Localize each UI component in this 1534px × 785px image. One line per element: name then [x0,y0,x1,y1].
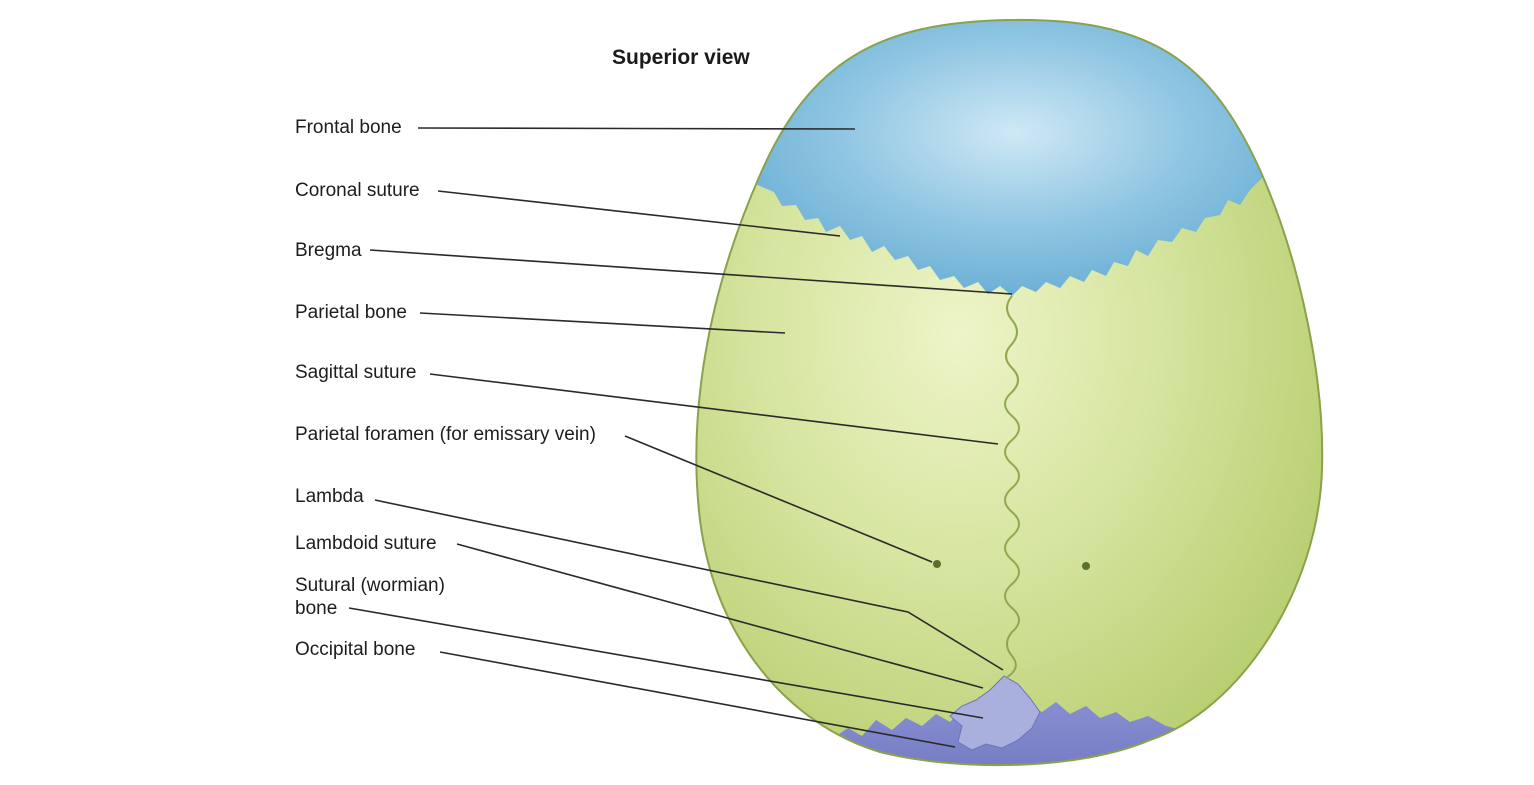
leader-sagittal-suture [429,373,999,445]
frontal-bone-shape [740,19,1290,296]
sagittal-suture-line [1004,295,1020,679]
leader-parietal-bone [419,312,786,334]
label-bregma: Bregma [295,240,362,261]
label-lambda: Lambda [295,486,364,507]
label-occipital-bone: Occipital bone [295,639,416,660]
parietal-foramen-left [933,560,941,568]
parietal-foramen-right [1082,562,1090,570]
leader-coronal-suture [437,190,841,237]
label-lambdoid-suture: Lambdoid suture [295,533,437,554]
leader-lines [348,127,1013,748]
leader-parietal-foramen [624,435,933,563]
label-coronal-suture: Coronal suture [295,180,420,201]
label-frontal-bone: Frontal bone [295,117,402,138]
leader-lambdoid-suture [456,543,984,689]
leader-lambda [374,499,1004,671]
skull [695,18,1324,767]
leader-sutural-bone [348,607,984,719]
label-parietal-foramen: Parietal foramen (for emissary vein) [295,424,596,445]
label-sutural-bone-line2: bone [295,598,338,619]
figure-title: Superior view [612,46,750,69]
label-parietal-bone: Parietal bone [295,302,407,323]
leader-occipital-bone [439,651,956,748]
sutural-bone-shape [949,675,1041,751]
leader-bregma [369,249,1013,295]
label-sagittal-suture: Sagittal suture [295,362,417,383]
leader-frontal-bone [417,127,856,130]
label-sutural-bone-line1: Sutural (wormian) [295,575,445,596]
